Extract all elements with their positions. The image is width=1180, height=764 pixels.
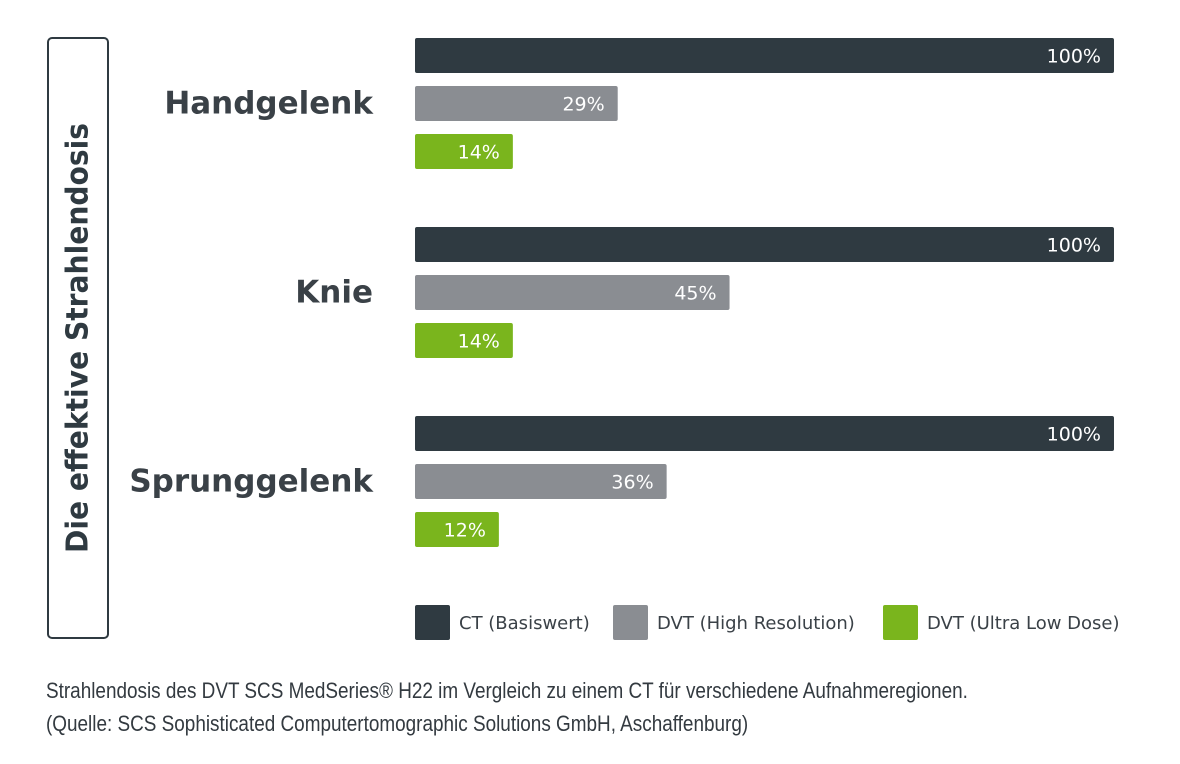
bar-2-0 <box>415 416 1114 451</box>
data-label-1-2: 14% <box>458 331 500 353</box>
legend-label-0: CT (Basiswert) <box>459 613 590 634</box>
legend: CT (Basiswert) DVT (High Resolution) DVT (… <box>415 605 1120 640</box>
legend-label-2: DVT (Ultra Low Dose) <box>927 613 1120 634</box>
data-label-1-0: 100% <box>1047 235 1101 257</box>
data-label-2-0: 100% <box>1047 424 1101 446</box>
legend-swatch-0 <box>415 605 450 640</box>
bar-0-1 <box>415 86 618 121</box>
legend-label-1: DVT (High Resolution) <box>657 613 855 634</box>
caption-line-2: (Quelle: SCS Sophisticated Computertomog… <box>46 711 749 736</box>
bars-layer: Handgelenk 100% 29% 14% Knie 100% 45% 14% Sprung… <box>129 38 1114 547</box>
bar-2-2 <box>415 512 499 547</box>
category-label-1: Knie <box>295 275 373 311</box>
category-label-2: Sprunggelenk <box>129 464 374 500</box>
data-label-2-2: 12% <box>444 520 486 542</box>
legend-swatch-2 <box>883 605 918 640</box>
bar-0-0 <box>415 38 1114 73</box>
data-label-0-0: 100% <box>1047 46 1101 68</box>
data-label-1-1: 45% <box>674 283 716 305</box>
legend-swatch-1 <box>613 605 648 640</box>
bar-0-2 <box>415 134 513 169</box>
y-axis-label: Die effektive Strahlendosis <box>61 123 96 553</box>
bar-1-1 <box>415 275 730 310</box>
caption-line-1: Strahlendosis des DVT SCS MedSeries® H22… <box>46 678 968 703</box>
bar-2-1 <box>415 464 667 499</box>
bar-1-2 <box>415 323 513 358</box>
bar-1-0 <box>415 227 1114 262</box>
data-label-2-1: 36% <box>611 472 653 494</box>
data-label-0-2: 14% <box>458 142 500 164</box>
data-label-0-1: 29% <box>562 94 604 116</box>
y-axis-label-frame <box>47 37 109 639</box>
category-label-0: Handgelenk <box>164 86 374 122</box>
